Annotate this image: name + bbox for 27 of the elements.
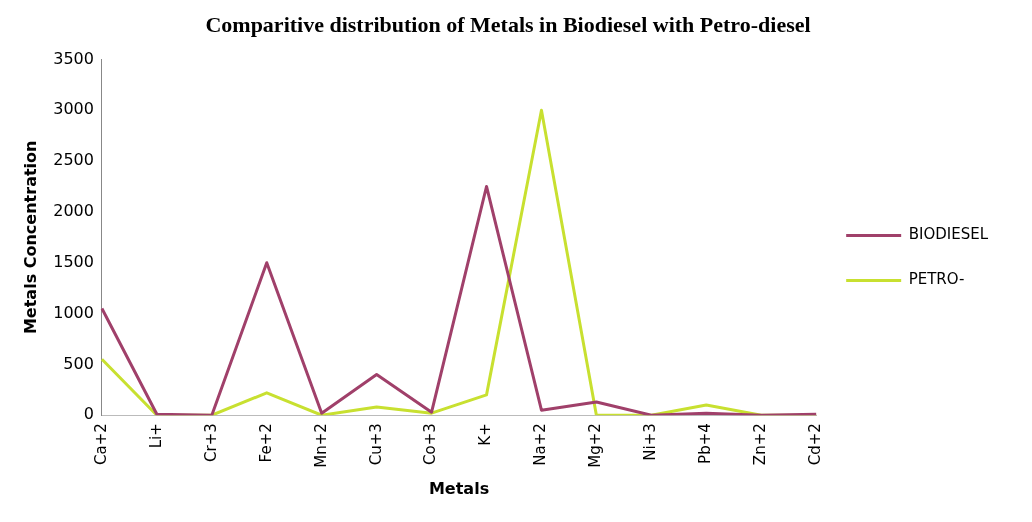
y-tick-label: 2500	[53, 150, 94, 170]
legend-label: BIODIESEL	[908, 225, 989, 244]
x-tick-label: Fe+2	[256, 423, 275, 463]
x-tick-label: Cr+3	[201, 423, 220, 462]
x-tick-label: Li+	[146, 423, 165, 449]
x-tick-label: Cu+3	[366, 423, 385, 466]
y-axis-title: Metals Concentration	[20, 140, 40, 335]
chart-title: Comparitive distribution of Metals in Biodiesel with Petro-diesel	[205, 11, 811, 37]
x-tick-label: Cd+2	[806, 423, 825, 466]
x-tick-label: Zn+2	[751, 423, 770, 466]
x-tick-label: K+	[476, 423, 495, 446]
x-axis-title: Metals	[428, 478, 490, 498]
legend-label: PETRO-	[908, 270, 965, 289]
x-tick-label: Ca+2	[91, 423, 110, 466]
y-tick-label: 0	[83, 404, 94, 424]
x-tick-label: Na+2	[531, 423, 550, 466]
y-tick-label: 1500	[53, 251, 94, 271]
y-tick-label: 2000	[53, 201, 94, 221]
x-tick-label: Pb+4	[696, 423, 715, 464]
y-tick-label: 1000	[53, 302, 94, 322]
y-tick-label: 3500	[53, 48, 94, 68]
y-tick-label: 500	[63, 353, 94, 373]
x-tick-label: Ni+3	[641, 423, 660, 461]
x-tick-label: Co+3	[421, 423, 440, 465]
x-tick-label: Mn+2	[311, 423, 330, 468]
y-tick-label: 3000	[53, 99, 94, 119]
x-tick-label: Mg+2	[586, 423, 605, 468]
